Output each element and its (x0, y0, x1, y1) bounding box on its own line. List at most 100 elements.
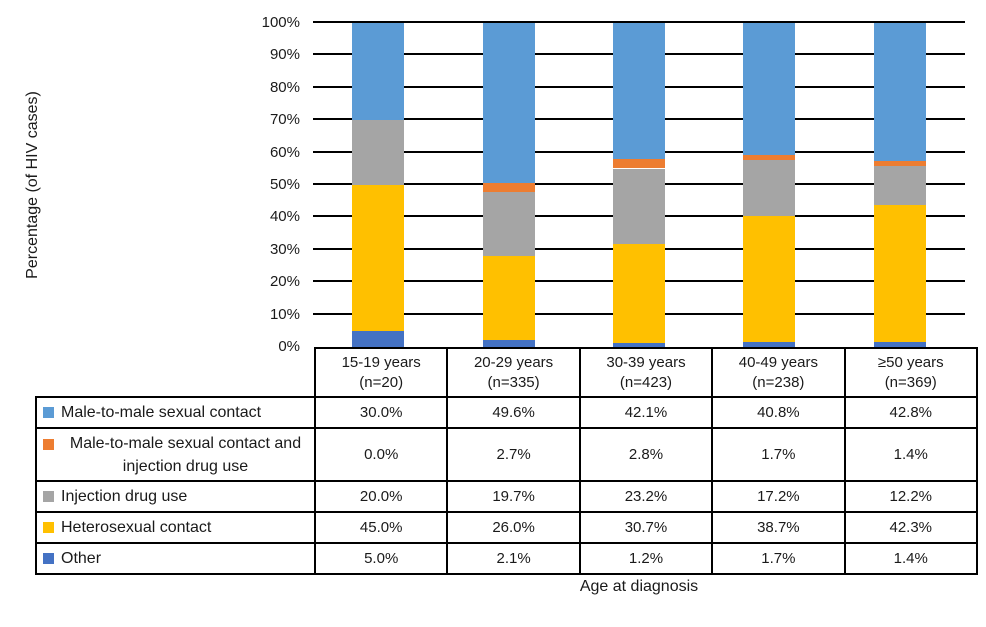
legend-label: Injection drug use (61, 488, 188, 505)
legend-entry: Heterosexual contact (37, 513, 314, 542)
value-cell: 49.6% (446, 396, 581, 429)
value-cell: 1.7% (711, 542, 846, 575)
bar-segment (613, 243, 665, 344)
y-tick-label: 60% (269, 143, 300, 161)
value-cell: 2.1% (446, 542, 581, 575)
plot-area (313, 21, 965, 347)
legend-cell: Injection drug use (35, 480, 316, 513)
y-tick-label: 70% (269, 111, 300, 129)
table-row: Male-to-male sexual contact and injectio… (35, 427, 978, 482)
value-cell: 23.2% (578, 480, 714, 513)
column-header-n: (n=369) (884, 373, 937, 391)
legend-entry: Other (37, 544, 314, 573)
bar-segment (613, 23, 665, 160)
value-cell: 40.8% (711, 396, 846, 429)
value-cell: 2.8% (578, 427, 714, 482)
value-cell: 17.2% (711, 480, 846, 513)
value-cell: 1.4% (843, 542, 978, 575)
bar-segment (743, 154, 796, 161)
legend-label: Other (61, 550, 102, 567)
bar-segment (873, 205, 926, 343)
bar-segment (743, 160, 796, 217)
value-cell: 30.0% (313, 396, 449, 429)
legend-label: Male-to-male sexual contact and injectio… (69, 434, 302, 475)
legend-swatch-icon (43, 491, 54, 502)
bar-segment (482, 340, 535, 347)
y-tick-label: 50% (269, 176, 300, 193)
value-cell: 42.1% (578, 396, 714, 429)
bar-segment (482, 192, 535, 256)
bar-segment (873, 165, 926, 206)
column-header-n: (n=335) (487, 373, 540, 391)
bar-segment (743, 23, 796, 155)
legend-cell: Other (35, 542, 316, 575)
bar-segment (873, 23, 926, 162)
legend-entry: Injection drug use (37, 482, 314, 511)
value-cell: 12.2% (843, 480, 978, 513)
bar-segment (743, 216, 796, 342)
column-header-n: (n=423) (619, 373, 673, 391)
bar-segment (482, 183, 535, 193)
column-header-age: 20-29 years (473, 353, 554, 371)
bar-segment (613, 168, 665, 244)
bar-segment (873, 161, 926, 166)
table-row: Other 5.0% 2.1% 1.2% 1.7% 1.4% (35, 542, 978, 575)
column-header-age: 30-39 years (606, 353, 686, 371)
value-cell: 5.0% (313, 542, 449, 575)
y-tick-label: 90% (269, 46, 300, 64)
column-header-age: 40-49 years (738, 353, 818, 371)
column-header-age: ≥50 years (877, 353, 944, 371)
value-cell: 1.7% (711, 427, 846, 482)
column-header-n: (n=238) (752, 373, 805, 391)
legend-swatch-icon (43, 553, 54, 564)
column-header: 30-39 years (n=423) (578, 347, 714, 398)
column-header: 20-29 years (n=335) (446, 347, 581, 398)
chart-data-table: 15-19 years (n=20) 20-29 years (n=335) 30-39… (35, 347, 978, 575)
legend-cell: Male-to-male sexual contact (35, 396, 316, 429)
value-cell: 1.4% (843, 427, 978, 482)
table-header-row: 15-19 years (n=20) 20-29 years (n=335) 30-39… (36, 347, 978, 398)
value-cell: 1.2% (578, 542, 714, 575)
legend-swatch-icon (43, 522, 54, 533)
y-tick-label: 40% (269, 208, 300, 226)
y-tick-label: 0% (278, 338, 300, 355)
value-cell: 20.0% (313, 480, 449, 513)
column-header-n: (n=20) (359, 373, 404, 391)
header-spacer-cell (36, 348, 315, 397)
value-cell: 2.7% (446, 427, 581, 482)
value-cell: 42.3% (843, 511, 978, 544)
bar-segment (482, 255, 535, 341)
legend-swatch-icon (43, 438, 54, 450)
legend-swatch-icon (43, 407, 54, 418)
bar-segment (352, 120, 405, 185)
value-cell: 26.0% (446, 511, 581, 544)
gridline (313, 21, 965, 23)
y-tick-label: 80% (269, 78, 300, 96)
table-row: Male-to-male sexual contact 30.0% 49.6% 42.… (35, 396, 978, 429)
legend-entry: Male-to-male sexual contact (37, 398, 314, 427)
legend-entry: Male-to-male sexual contact and injectio… (37, 430, 314, 480)
legend-cell: Male-to-male sexual contact and injectio… (35, 427, 316, 482)
bar-segment (482, 23, 535, 184)
bar-segment (743, 341, 796, 347)
bar-segment (613, 159, 665, 169)
bar-segment (352, 23, 405, 121)
x-axis-title: Age at diagnosis (579, 578, 699, 595)
table-row: Injection drug use 20.0% 19.7% 23.2% 17.2% 12… (35, 480, 978, 513)
y-axis-title-text: Percentage (of HIV cases) (24, 91, 41, 279)
column-header: ≥50 years (n=369) (843, 347, 978, 398)
legend-cell: Heterosexual contact (35, 511, 316, 544)
value-cell: 38.7% (711, 511, 846, 544)
y-tick-label: 30% (269, 240, 300, 258)
bar-segment (352, 185, 405, 331)
value-cell: 19.7% (446, 480, 581, 513)
y-tick-label: 20% (269, 273, 300, 291)
bar-segment (613, 343, 665, 347)
value-cell: 42.8% (843, 396, 978, 429)
bar-segment (873, 342, 926, 347)
legend-label: Heterosexual contact (61, 519, 212, 536)
table-row: Heterosexual contact 45.0% 26.0% 30.7% 38.7%… (35, 511, 978, 544)
column-header-age: 15-19 years (341, 353, 421, 371)
legend-label: Male-to-male sexual contact (61, 404, 262, 421)
